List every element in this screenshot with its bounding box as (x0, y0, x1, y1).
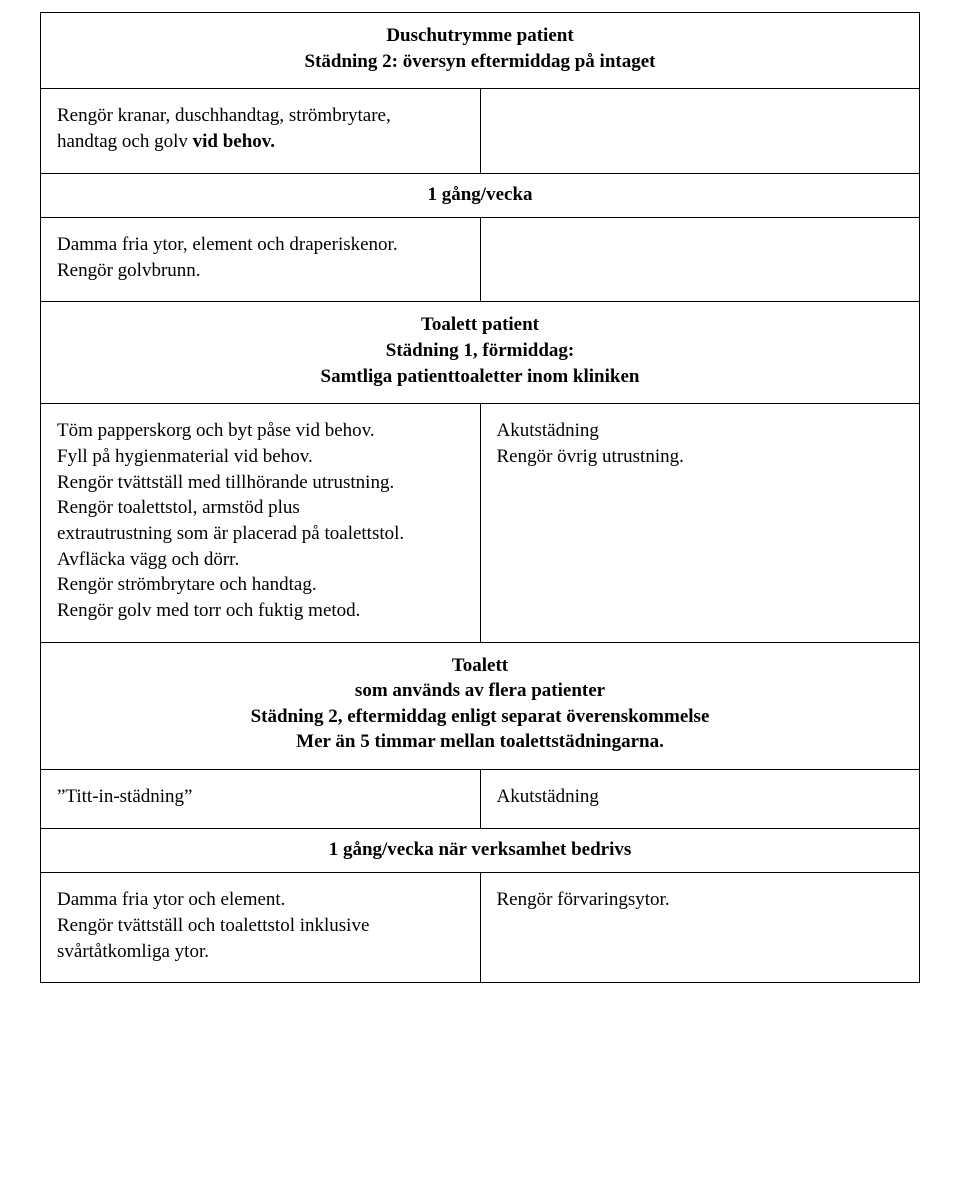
section1-title-line2: Städning 2: översyn eftermiddag på intag… (57, 49, 903, 75)
section2-title-line1: Toalett patient (57, 312, 903, 338)
text-line: Rengör tvättställ och toalettstol inklus… (57, 913, 464, 939)
text-line: Damma fria ytor, element och draperisken… (57, 232, 464, 258)
text-span-bold: vid behov. (193, 131, 275, 152)
section3-row2-left: Damma fria ytor och element. Rengör tvät… (41, 873, 481, 983)
text-line: Rengör toalettstol, armstöd plus (57, 495, 464, 521)
text-line: Rengör golv med torr och fuktig metod. (57, 598, 464, 624)
section3-subhead: 1 gång/vecka när verksamhet bedrivs (41, 828, 920, 873)
text-line: Damma fria ytor och element. (57, 887, 464, 913)
text-line: handtag och golv vid behov. (57, 129, 464, 155)
section3-title-line2: som används av flera patienter (57, 678, 903, 704)
section2-row1-right: Akutstädning Rengör övrig utrustning. (480, 404, 920, 642)
section3-header: Toalett som används av flera patienter S… (41, 642, 920, 770)
section2-title-line2: Städning 1, förmiddag: (57, 338, 903, 364)
section3-title-line4: Mer än 5 timmar mellan toalettstädningar… (57, 729, 903, 755)
section1-title-line1: Duschutrymme patient (57, 23, 903, 49)
section1-header: Duschutrymme patient Städning 2: översyn… (41, 13, 920, 89)
text-line: extrautrustning som är placerad på toale… (57, 521, 464, 547)
section1-row1-left: Rengör kranar, duschhandtag, strömbrytar… (41, 89, 481, 173)
section1-row2-left: Damma fria ytor, element och draperisken… (41, 218, 481, 302)
section3-title-line3: Städning 2, eftermiddag enligt separat ö… (57, 704, 903, 730)
text-line: Rengör kranar, duschhandtag, strömbrytar… (57, 103, 464, 129)
text-line: svårtåtkomliga ytor. (57, 939, 464, 965)
text-line: Fyll på hygienmaterial vid behov. (57, 444, 464, 470)
section1-subhead: 1 gång/vecka (41, 173, 920, 218)
text-line: Akutstädning (497, 418, 904, 444)
text-line: Rengör övrig utrustning. (497, 444, 904, 470)
text-line: Avfläcka vägg och dörr. (57, 547, 464, 573)
section3-row1-left: ”Titt-in-städning” (41, 770, 481, 829)
section1-row1-right (480, 89, 920, 173)
section1-row2-right (480, 218, 920, 302)
text-span: handtag och golv (57, 131, 193, 152)
text-line: Töm papperskorg och byt påse vid behov. (57, 418, 464, 444)
section2-row1-left: Töm papperskorg och byt påse vid behov. … (41, 404, 481, 642)
section3-row1-right: Akutstädning (480, 770, 920, 829)
text-line: Rengör golvbrunn. (57, 258, 464, 284)
cleaning-schedule-table: Duschutrymme patient Städning 2: översyn… (40, 12, 920, 983)
section3-title-line1: Toalett (57, 653, 903, 679)
section2-title-line3: Samtliga patienttoaletter inom kliniken (57, 364, 903, 390)
text-line: Rengör tvättställ med tillhörande utrust… (57, 470, 464, 496)
section3-row2-right: Rengör förvaringsytor. (480, 873, 920, 983)
section2-header: Toalett patient Städning 1, förmiddag: S… (41, 302, 920, 404)
text-line: Rengör strömbrytare och handtag. (57, 572, 464, 598)
